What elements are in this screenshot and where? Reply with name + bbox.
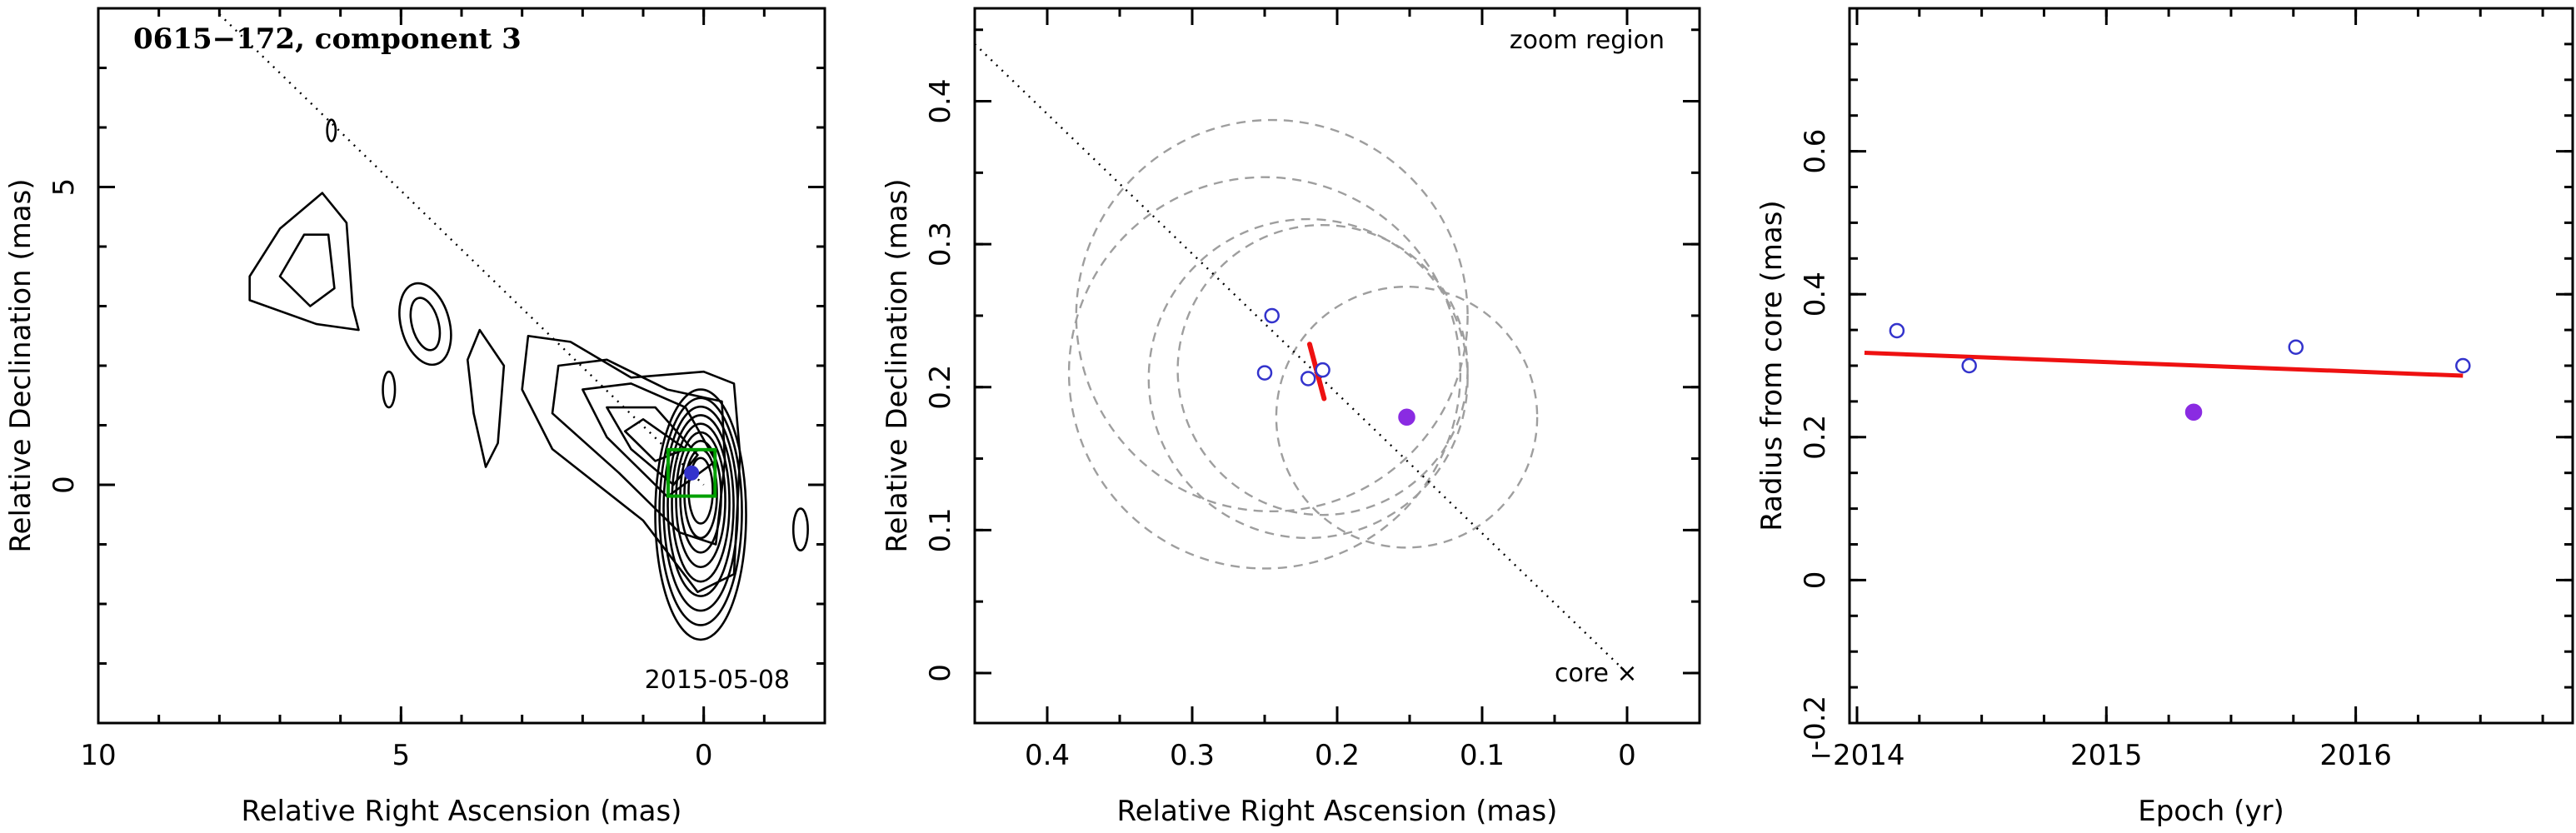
contour-jet-inner xyxy=(623,418,687,462)
y-axis-label: Relative Declination (mas) xyxy=(881,178,914,552)
y-axis-label: Relative Declination (mas) xyxy=(4,178,37,552)
uncertainty-circle xyxy=(1275,285,1539,549)
core-marker: × xyxy=(1616,659,1637,688)
y-tick-label: 0.1 xyxy=(924,507,957,552)
panel-zoom-region: 0.4 0.3 0.2 0.1 0 0 0.1 0.2 0.3 0.4 Relative Right… xyxy=(881,7,1701,828)
contour-line xyxy=(662,405,739,612)
contour-jet-inner xyxy=(551,358,726,546)
x-tick-label: 5 xyxy=(392,739,411,772)
y-tick-label: -0.2 xyxy=(1799,696,1832,751)
y-tick-label: 0 xyxy=(1799,571,1832,590)
contour-line xyxy=(654,388,747,641)
y-tick-label: 0.6 xyxy=(1799,129,1832,174)
contour-knot-mid xyxy=(466,328,506,468)
x-tick-label: 2015 xyxy=(2070,739,2143,772)
data-point-filled xyxy=(2184,403,2203,421)
fit-line xyxy=(1864,351,2464,378)
x-tick-label: 2016 xyxy=(2319,739,2392,772)
uncertainty-circle xyxy=(1067,176,1462,570)
contour-jet-inner xyxy=(582,382,717,498)
y-tick-label: 0 xyxy=(924,664,957,682)
data-point xyxy=(1264,307,1280,324)
contour-line xyxy=(398,282,452,367)
x-tick-label: 0.1 xyxy=(1460,739,1505,772)
direction-line xyxy=(974,43,1628,674)
contour-jet-envelope xyxy=(521,334,741,593)
contour-knot-outer xyxy=(248,192,360,332)
data-point xyxy=(2288,339,2304,355)
contour-line xyxy=(326,118,337,142)
x-axis-label: Relative Right Ascension (mas) xyxy=(242,795,682,828)
y-tick-label: 0.4 xyxy=(924,79,957,124)
x-tick-label: −2014 xyxy=(1809,739,1905,772)
contour-knot-outer-inner xyxy=(278,233,336,307)
x-tick-label: 0 xyxy=(1618,739,1636,772)
uncertainty-circle xyxy=(1075,118,1469,513)
y-tick-label: 5 xyxy=(47,178,81,197)
y-tick-label: 0.2 xyxy=(1799,415,1832,460)
data-point xyxy=(1315,362,1330,378)
direction-line xyxy=(218,13,705,486)
contour-line xyxy=(671,422,731,583)
data-point xyxy=(1256,365,1273,381)
uncertainty-circle xyxy=(1176,223,1469,516)
x-tick-label: 0.3 xyxy=(1170,739,1215,772)
core-label: core xyxy=(1555,659,1609,688)
data-point xyxy=(1889,322,1905,339)
zoom-box xyxy=(666,447,717,498)
data-point xyxy=(1961,357,1977,374)
x-axis-label: Epoch (yr) xyxy=(2138,795,2284,828)
y-axis-label: Radius from core (mas) xyxy=(1755,200,1789,531)
data-point xyxy=(2455,357,2471,374)
component-marker xyxy=(684,465,700,481)
y-tick-label: 0.2 xyxy=(924,365,957,410)
contour-line xyxy=(687,456,714,525)
y-tick-label: 0 xyxy=(47,476,81,494)
contour-line xyxy=(666,414,735,597)
contour-jet-inner xyxy=(606,406,699,486)
x-tick-label: 0.4 xyxy=(1025,739,1070,772)
chart-title: 0615−172, component 3 xyxy=(133,22,522,56)
zoom-region-annotation: zoom region xyxy=(1510,26,1665,55)
contour-line xyxy=(791,507,809,551)
y-tick-label: 0.4 xyxy=(1799,272,1832,317)
x-tick-label: 0 xyxy=(695,739,713,772)
epoch-annotation: 2015-05-08 xyxy=(645,666,790,695)
data-point-filled xyxy=(1398,408,1415,426)
x-tick-label: 10 xyxy=(80,739,116,772)
x-axis-label: Relative Right Ascension (mas) xyxy=(1117,795,1558,828)
panel-contour-map: 10 5 0 0 5 Relative Right Ascension (mas) Rela… xyxy=(4,7,826,828)
y-tick-label: 0.3 xyxy=(924,222,957,267)
x-tick-label: 0.2 xyxy=(1315,739,1360,772)
plot-frame xyxy=(973,7,1701,725)
contour-line xyxy=(409,297,442,352)
data-point xyxy=(1300,371,1316,387)
panel-radius-vs-epoch: −2014 2015 2016 -0.2 0 0.2 0.4 0.6 Epoch (yr) Rad… xyxy=(1755,7,2574,828)
contour-line xyxy=(382,370,397,409)
